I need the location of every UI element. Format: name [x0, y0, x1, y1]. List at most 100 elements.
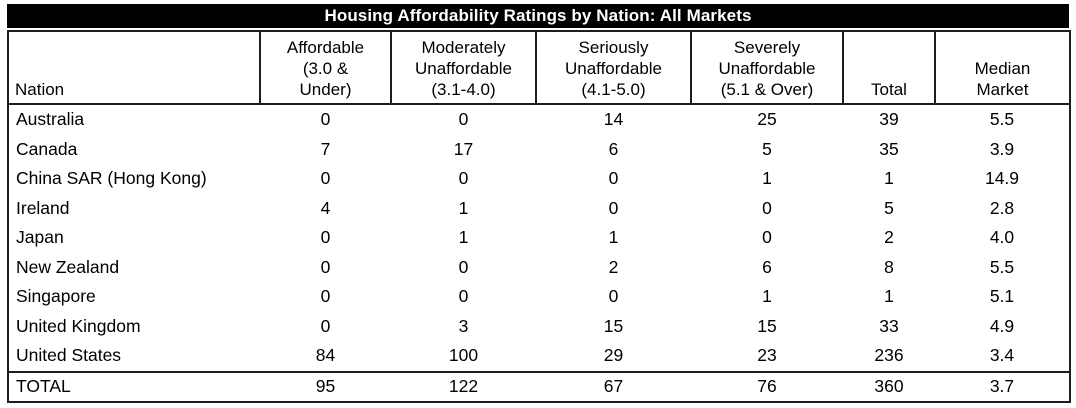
cell-severely: 1: [762, 168, 772, 189]
table-title: Housing Affordability Ratings by Nation:…: [7, 4, 1069, 28]
header-line: (3.1-4.0): [431, 80, 496, 99]
cell-total: 236: [874, 345, 904, 366]
cell-median: 2.8: [989, 197, 1015, 218]
cell-nation: United Kingdom: [16, 315, 141, 336]
cell-seriously: 0: [608, 168, 619, 189]
cell-total: 5: [884, 197, 894, 218]
cell-affordable-total: 95: [260, 370, 391, 402]
cell-seriously-total: 67: [536, 370, 691, 402]
header-line: (3.0 &: [302, 59, 349, 78]
header-line: (4.1-5.0): [581, 80, 646, 99]
table-row-australia: Australia 0 0 14 25 39 5.5: [8, 104, 1070, 135]
cell-severely: 23: [757, 345, 777, 366]
cell-nation: China SAR (Hong Kong): [16, 168, 207, 189]
cell-seriously: 1: [608, 227, 619, 248]
header-line: Median: [974, 59, 1031, 78]
cell-affordable: 4: [320, 197, 331, 218]
cell-nation: Japan: [16, 227, 64, 248]
cell-total: 1: [884, 168, 894, 189]
cell-severely: 5: [762, 138, 772, 159]
cell-affordable: 84: [315, 345, 336, 366]
cell-moderately: 0: [458, 286, 469, 307]
column-header-median-market: Median Market: [934, 30, 1071, 105]
cell-moderately: 0: [458, 109, 469, 130]
cell-moderately: 1: [458, 197, 469, 218]
header-line: Unaffordable: [718, 59, 816, 78]
header-line: Moderately: [421, 38, 506, 57]
cell-total: 39: [879, 109, 899, 130]
header-line: Affordable: [286, 38, 365, 57]
cell-affordable: 0: [320, 315, 331, 336]
cell-median: 4.9: [989, 315, 1015, 336]
cell-moderately: 3: [458, 315, 469, 336]
cell-total: 1: [884, 286, 894, 307]
column-header-severely-unaffordable: Severely Unaffordable (5.1 & Over): [690, 30, 844, 105]
table-header: Nation Affordable (3.0 & Under) Moderate…: [7, 30, 1071, 105]
cell-seriously: 6: [608, 138, 619, 159]
affordability-table: Nation Affordable (3.0 & Under) Moderate…: [7, 30, 1071, 403]
header-line: Under): [299, 80, 352, 99]
cell-seriously: 29: [603, 345, 624, 366]
cell-severely: 0: [762, 227, 772, 248]
table-row-new-zealand: New Zealand 0 0 2 6 8 5.5: [8, 253, 1070, 283]
cell-median: 3.4: [989, 345, 1015, 366]
cell-total-total: 360: [843, 370, 935, 402]
cell-severely: 0: [762, 197, 772, 218]
header-row: Nation Affordable (3.0 & Under) Moderate…: [7, 30, 1071, 105]
cell-moderately: 100: [448, 345, 479, 366]
cell-total: 2: [884, 227, 894, 248]
cell-seriously: 15: [603, 315, 624, 336]
cell-severely: 6: [762, 256, 772, 277]
cell-nation: New Zealand: [16, 256, 120, 277]
cell-severely-total: 76: [691, 370, 843, 402]
cell-nation: Canada: [16, 138, 78, 159]
table-row-canada: Canada 7 17 6 5 35 3.9: [8, 135, 1070, 165]
affordability-table-container: Housing Affordability Ratings by Nation:…: [7, 4, 1071, 403]
table-footer: TOTAL 95 122 67 76 360 3.7: [8, 370, 1070, 402]
header-line: Unaffordable: [414, 59, 513, 78]
column-header-seriously-unaffordable: Seriously Unaffordable (4.1-5.0): [535, 30, 692, 105]
cell-affordable: 0: [320, 286, 331, 307]
cell-total: 33: [879, 315, 899, 336]
table-row-united-kingdom: United Kingdom 0 3 15 15 33 4.9: [8, 312, 1070, 342]
cell-nation-total-label: TOTAL: [8, 370, 260, 402]
cell-severely: 15: [757, 315, 777, 336]
cell-total: 35: [879, 138, 899, 159]
header-line: Severely: [733, 38, 801, 57]
column-header-affordable: Affordable (3.0 & Under): [259, 30, 392, 105]
cell-nation: Australia: [16, 109, 85, 130]
cell-seriously: 0: [608, 197, 619, 218]
header-line: (5.1 & Over): [720, 80, 814, 99]
cell-moderately: 0: [458, 168, 469, 189]
cell-seriously: 14: [603, 109, 624, 130]
cell-median: 5.1: [989, 286, 1015, 307]
cell-moderately: 1: [458, 227, 469, 248]
cell-severely: 25: [757, 109, 777, 130]
cell-seriously: 2: [608, 256, 619, 277]
column-header-total: Total: [842, 30, 936, 105]
cell-affordable: 0: [320, 256, 331, 277]
table-row-japan: Japan 0 1 1 0 2 4.0: [8, 223, 1070, 253]
cell-affordable: 0: [320, 227, 331, 248]
table-row-china-sar: China SAR (Hong Kong) 0 0 0 1 1 14.9: [8, 164, 1070, 194]
column-header-moderately-unaffordable: Moderately Unaffordable (3.1-4.0): [390, 30, 537, 105]
cell-nation: Ireland: [16, 197, 70, 218]
cell-seriously: 0: [608, 286, 619, 307]
cell-median: 5.5: [989, 256, 1015, 277]
table-row-ireland: Ireland 4 1 0 0 5 2.8: [8, 194, 1070, 224]
table-row-singapore: Singapore 0 0 0 1 1 5.1: [8, 282, 1070, 312]
cell-total: 8: [884, 256, 894, 277]
column-header-nation: Nation: [7, 30, 261, 105]
header-line: Unaffordable: [564, 59, 663, 78]
cell-median: 3.9: [989, 138, 1015, 159]
cell-affordable: 0: [320, 109, 331, 130]
cell-moderately-total: 122: [391, 370, 536, 402]
cell-median-total: 3.7: [935, 370, 1070, 402]
cell-nation: Singapore: [16, 286, 96, 307]
cell-median: 5.5: [989, 109, 1015, 130]
cell-moderately: 0: [458, 256, 469, 277]
table-row-total: TOTAL 95 122 67 76 360 3.7: [8, 370, 1070, 402]
cell-nation: United States: [16, 345, 122, 366]
table-body: Australia 0 0 14 25 39 5.5 Canada 7 17 6…: [8, 104, 1070, 372]
